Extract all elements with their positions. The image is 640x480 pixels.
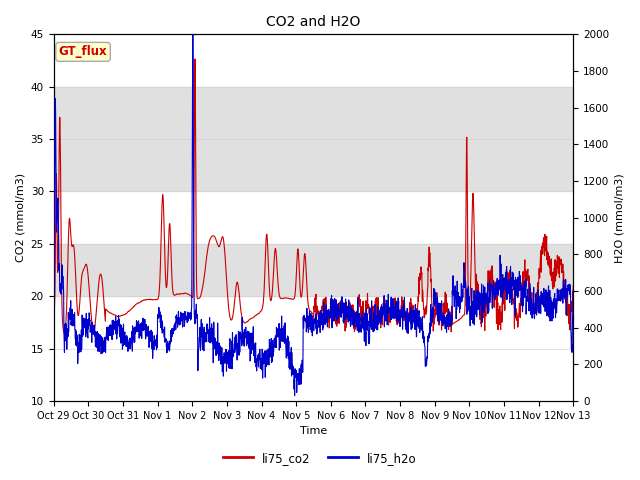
Y-axis label: H2O (mmol/m3): H2O (mmol/m3) — [615, 173, 625, 263]
Bar — [54, 87, 573, 192]
Bar — [54, 244, 573, 296]
Text: GT_flux: GT_flux — [59, 45, 108, 59]
Legend: li75_co2, li75_h2o: li75_co2, li75_h2o — [218, 447, 422, 469]
Title: CO2 and H2O: CO2 and H2O — [266, 15, 361, 29]
Y-axis label: CO2 (mmol/m3): CO2 (mmol/m3) — [15, 173, 25, 262]
X-axis label: Time: Time — [300, 426, 327, 436]
